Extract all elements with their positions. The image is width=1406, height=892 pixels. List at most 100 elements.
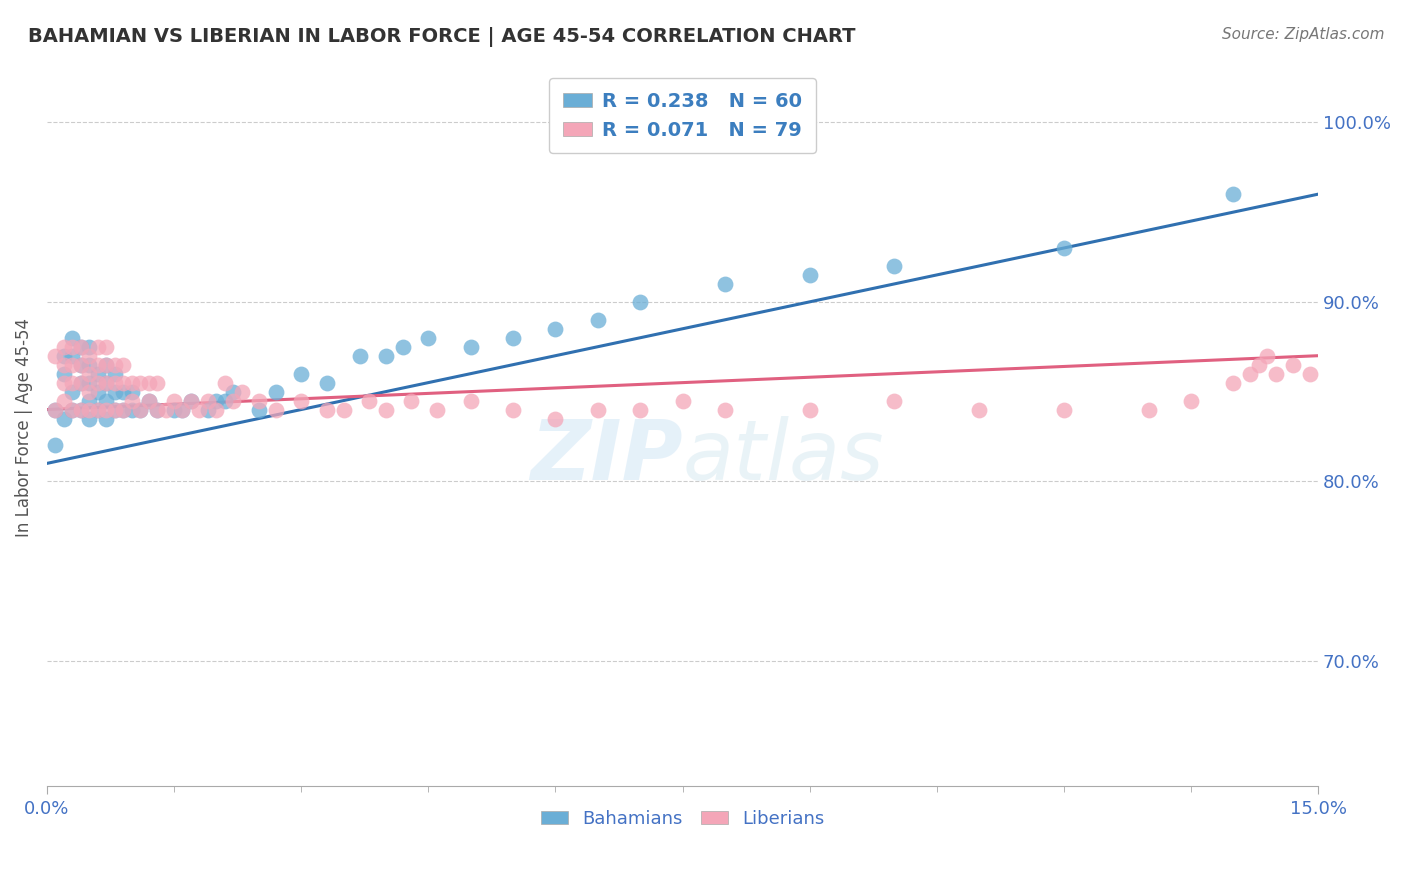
Point [96, 402, 118, 417]
Point [69, 340, 91, 354]
Point [60, 402, 83, 417]
Point [87, 402, 110, 417]
Point [401, 393, 423, 408]
Point [129, 376, 152, 390]
Point [1298, 367, 1320, 381]
Point [44, 402, 66, 417]
Point [77, 340, 100, 354]
Point [52, 358, 75, 372]
Point [69, 376, 91, 390]
Point [77, 358, 100, 372]
Point [87, 402, 110, 417]
Point [69, 402, 91, 417]
Point [1222, 376, 1244, 390]
Point [121, 384, 143, 399]
Point [349, 349, 371, 363]
Point [671, 393, 693, 408]
Point [586, 313, 609, 327]
Point [121, 376, 143, 390]
Point [315, 376, 337, 390]
Point [628, 402, 651, 417]
Point [60, 340, 83, 354]
Text: atlas: atlas [682, 416, 884, 497]
Point [104, 376, 127, 390]
Point [96, 358, 118, 372]
Point [77, 393, 100, 408]
Point [1247, 358, 1270, 372]
Point [52, 340, 75, 354]
Point [799, 402, 821, 417]
Point [163, 393, 186, 408]
Point [1281, 358, 1303, 372]
Point [357, 393, 380, 408]
Legend: Bahamians, Liberians: Bahamians, Liberians [533, 803, 831, 835]
Point [392, 340, 415, 354]
Point [374, 402, 396, 417]
Point [138, 376, 160, 390]
Point [628, 294, 651, 309]
Point [77, 376, 100, 390]
Point [544, 411, 567, 425]
Point [214, 393, 236, 408]
Point [799, 268, 821, 282]
Point [180, 393, 202, 408]
Point [77, 411, 100, 425]
Text: Source: ZipAtlas.com: Source: ZipAtlas.com [1222, 27, 1385, 42]
Point [69, 340, 91, 354]
Point [1256, 349, 1278, 363]
Point [60, 376, 83, 390]
Point [197, 402, 219, 417]
Point [104, 358, 127, 372]
Text: ZIP: ZIP [530, 416, 682, 497]
Point [714, 402, 737, 417]
Point [69, 402, 91, 417]
Point [163, 402, 186, 417]
Point [188, 402, 211, 417]
Point [1222, 187, 1244, 202]
Point [96, 393, 118, 408]
Point [52, 376, 75, 390]
Point [222, 384, 245, 399]
Point [96, 358, 118, 372]
Point [172, 402, 194, 417]
Point [231, 384, 253, 399]
Point [205, 393, 228, 408]
Point [332, 402, 354, 417]
Point [96, 376, 118, 390]
Y-axis label: In Labor Force | Age 45-54: In Labor Force | Age 45-54 [15, 318, 32, 537]
Point [502, 402, 524, 417]
Point [129, 402, 152, 417]
Point [714, 277, 737, 291]
Point [883, 259, 905, 273]
Point [60, 402, 83, 417]
Point [290, 367, 312, 381]
Point [967, 402, 990, 417]
Point [77, 402, 100, 417]
Point [87, 384, 110, 399]
Point [1180, 393, 1202, 408]
Point [121, 393, 143, 408]
Point [77, 384, 100, 399]
Point [69, 358, 91, 372]
Point [87, 340, 110, 354]
Point [222, 393, 245, 408]
Point [104, 367, 127, 381]
Point [138, 393, 160, 408]
Point [197, 393, 219, 408]
Point [44, 402, 66, 417]
Point [77, 367, 100, 381]
Point [112, 402, 135, 417]
Point [52, 349, 75, 363]
Point [104, 402, 127, 417]
Point [1053, 402, 1076, 417]
Point [69, 376, 91, 390]
Point [1137, 402, 1160, 417]
Point [121, 402, 143, 417]
Point [374, 349, 396, 363]
Point [96, 376, 118, 390]
Point [426, 402, 449, 417]
Point [104, 402, 127, 417]
Point [77, 349, 100, 363]
Point [264, 384, 287, 399]
Point [60, 358, 83, 372]
